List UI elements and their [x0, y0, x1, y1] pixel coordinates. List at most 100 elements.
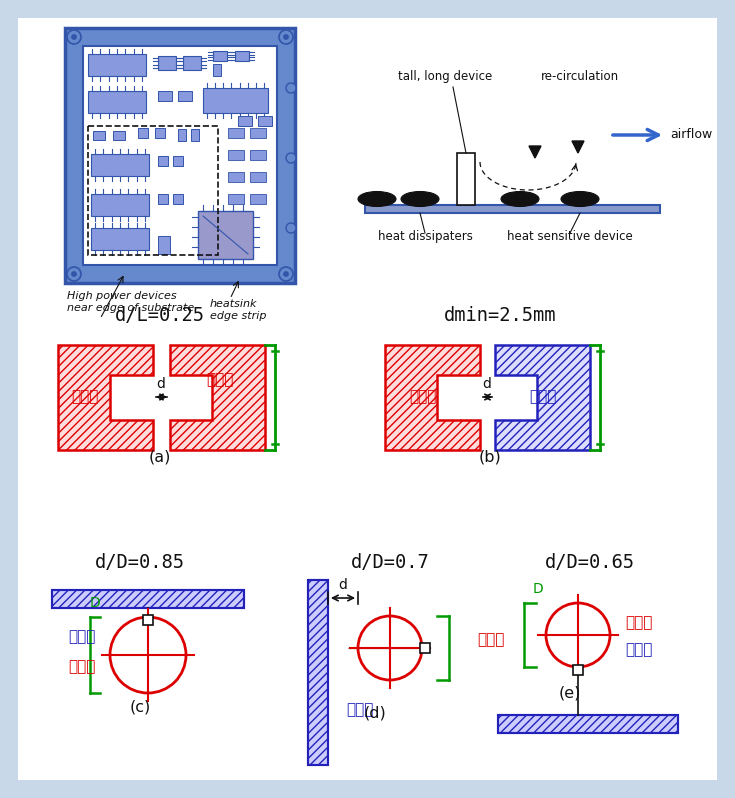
Bar	[183, 56, 201, 70]
Circle shape	[279, 30, 293, 44]
Bar	[173, 156, 183, 166]
Bar	[498, 715, 678, 733]
Text: 冷表面: 冷表面	[625, 642, 653, 658]
Bar	[498, 715, 678, 733]
Text: 热表面: 热表面	[477, 633, 504, 647]
Circle shape	[67, 267, 81, 281]
Bar	[213, 51, 227, 61]
Bar	[228, 172, 244, 182]
Text: (b): (b)	[478, 450, 501, 465]
Text: (e): (e)	[559, 685, 581, 700]
Circle shape	[286, 153, 296, 163]
Text: (a): (a)	[148, 450, 171, 465]
Text: d: d	[483, 377, 492, 391]
Text: re-circulation: re-circulation	[541, 70, 619, 83]
Polygon shape	[58, 345, 153, 450]
Bar	[198, 211, 253, 259]
Bar	[250, 150, 266, 160]
Polygon shape	[170, 345, 265, 450]
Bar	[250, 172, 266, 182]
Polygon shape	[572, 141, 584, 153]
Ellipse shape	[561, 192, 599, 207]
Text: d: d	[339, 578, 348, 592]
Bar	[178, 129, 186, 141]
Text: 热表面: 热表面	[68, 659, 96, 674]
Bar	[365, 205, 660, 213]
Text: d/L=0.25: d/L=0.25	[115, 306, 205, 325]
Circle shape	[71, 34, 76, 39]
Bar	[173, 194, 183, 204]
Text: heat sensitive device: heat sensitive device	[507, 230, 633, 243]
Bar	[88, 126, 218, 255]
Bar	[65, 28, 295, 283]
Text: High power devices
near edge of substrate: High power devices near edge of substrat…	[67, 291, 194, 313]
Bar	[235, 51, 249, 61]
Text: tall, long device: tall, long device	[398, 70, 492, 83]
Text: 冷表面: 冷表面	[529, 389, 556, 405]
Bar	[457, 153, 475, 205]
Text: 冷表面: 冷表面	[346, 702, 373, 717]
Bar	[178, 91, 192, 101]
Bar	[143, 615, 153, 625]
Circle shape	[279, 267, 293, 281]
Text: airflow: airflow	[670, 128, 712, 141]
Bar	[228, 150, 244, 160]
Bar	[258, 116, 272, 126]
Circle shape	[286, 223, 296, 233]
Text: 热表面: 热表面	[409, 389, 437, 405]
Bar	[250, 128, 266, 138]
Bar	[238, 116, 252, 126]
Bar	[91, 194, 149, 216]
Text: d/D=0.7: d/D=0.7	[351, 553, 429, 572]
Text: 冷表面: 冷表面	[68, 630, 96, 645]
Bar	[93, 131, 105, 140]
Circle shape	[284, 271, 289, 276]
Text: heat dissipaters: heat dissipaters	[378, 230, 473, 243]
Circle shape	[71, 271, 76, 276]
Circle shape	[284, 34, 289, 39]
Text: d/D=0.65: d/D=0.65	[545, 553, 635, 572]
Bar	[155, 128, 165, 138]
Bar	[308, 580, 328, 765]
Bar	[52, 590, 244, 608]
Bar	[158, 236, 170, 254]
Ellipse shape	[501, 192, 539, 207]
Bar	[88, 54, 146, 76]
Polygon shape	[529, 146, 541, 158]
Ellipse shape	[401, 192, 439, 207]
Text: 热表面: 热表面	[207, 373, 234, 388]
Bar	[191, 129, 199, 141]
Text: 热表面: 热表面	[625, 615, 653, 630]
Bar	[573, 665, 583, 675]
Bar	[228, 194, 244, 204]
Text: d/D=0.85: d/D=0.85	[95, 553, 185, 572]
Text: D: D	[90, 596, 101, 610]
Bar	[158, 194, 168, 204]
Text: (d): (d)	[364, 706, 387, 721]
Bar	[158, 156, 168, 166]
Text: d: d	[157, 377, 165, 391]
Bar	[158, 56, 176, 70]
Bar	[158, 91, 172, 101]
Text: 热表面: 热表面	[71, 389, 98, 405]
Polygon shape	[495, 345, 590, 450]
Bar	[138, 128, 148, 138]
Bar	[83, 46, 277, 265]
Text: D: D	[533, 582, 543, 596]
Bar	[213, 64, 221, 76]
Circle shape	[286, 83, 296, 93]
Ellipse shape	[358, 192, 396, 207]
Text: (c): (c)	[129, 699, 151, 714]
Bar	[203, 88, 268, 113]
Bar	[91, 154, 149, 176]
Polygon shape	[385, 345, 480, 450]
Bar	[113, 131, 125, 140]
Bar	[228, 128, 244, 138]
Text: heatsink
edge strip: heatsink edge strip	[210, 299, 267, 321]
Bar	[308, 580, 328, 765]
Text: dmin=2.5mm: dmin=2.5mm	[444, 306, 556, 325]
Bar	[52, 590, 244, 608]
Bar	[420, 643, 430, 653]
Bar	[88, 91, 146, 113]
Bar	[91, 228, 149, 250]
